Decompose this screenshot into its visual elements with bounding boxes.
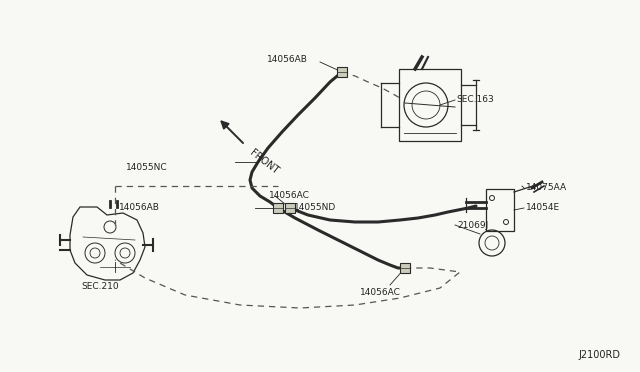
- Text: 14055NC: 14055NC: [126, 164, 168, 173]
- Text: 14075AA: 14075AA: [526, 183, 567, 192]
- Bar: [400, 263, 410, 273]
- Text: SEC.163: SEC.163: [456, 96, 493, 105]
- Text: 14056AC: 14056AC: [269, 192, 310, 201]
- Bar: [285, 203, 295, 213]
- Text: 21069J: 21069J: [457, 221, 488, 230]
- Bar: [337, 67, 347, 77]
- Text: 14056AC: 14056AC: [360, 288, 401, 297]
- Text: 14056AB: 14056AB: [119, 203, 160, 212]
- Bar: [273, 203, 283, 213]
- Bar: [399, 69, 461, 141]
- Text: FRONT: FRONT: [248, 148, 280, 176]
- Text: J2100RD: J2100RD: [578, 350, 620, 360]
- Text: SEC.210: SEC.210: [81, 282, 119, 291]
- Text: 14056AB: 14056AB: [267, 55, 308, 64]
- Text: 14054E: 14054E: [526, 203, 560, 212]
- Bar: [486, 189, 514, 231]
- Text: 14055ND: 14055ND: [294, 203, 336, 212]
